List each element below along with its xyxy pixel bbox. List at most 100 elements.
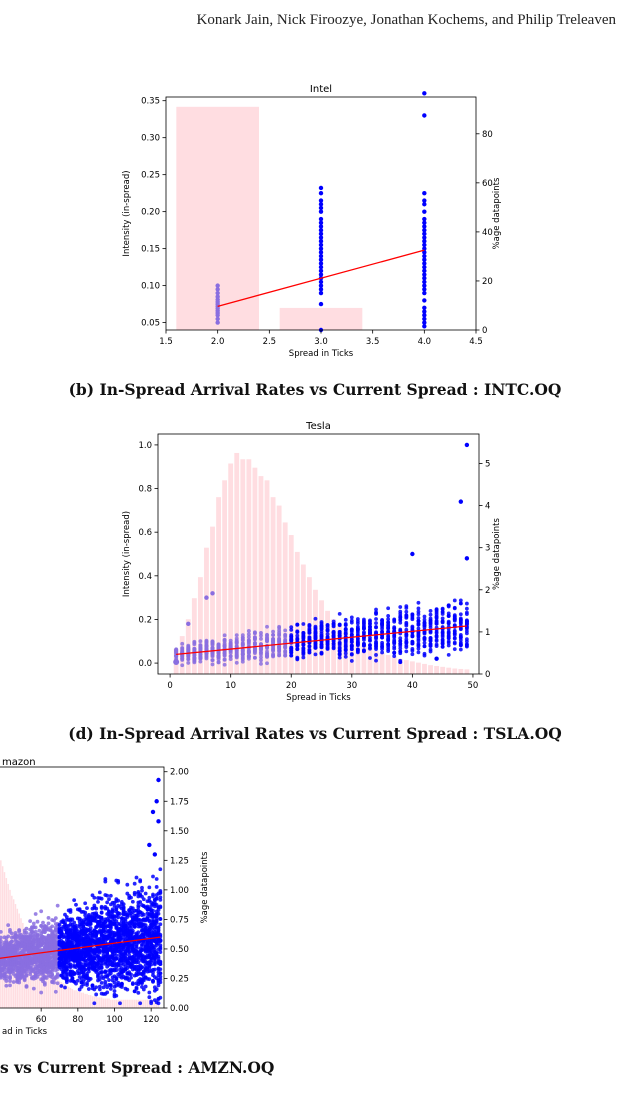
tesla-point	[180, 663, 185, 668]
tesla-point	[422, 651, 427, 656]
amazon-point	[31, 921, 36, 926]
tesla-ytick-label: 0.2	[138, 615, 152, 625]
amazon-point	[39, 909, 44, 914]
amazon-point	[8, 927, 12, 932]
tesla-point	[458, 632, 463, 637]
tesla-point	[259, 633, 263, 638]
amazon-bar-96	[106, 998, 108, 1008]
tesla-point	[319, 650, 324, 655]
tesla-point	[228, 650, 233, 655]
amazon-point	[158, 897, 163, 902]
amazon-point	[154, 897, 159, 901]
amazon-bar-40	[3, 872, 6, 1008]
amazon-bar-102	[117, 999, 119, 1008]
amazon-point	[8, 983, 12, 988]
tesla-point	[452, 635, 457, 640]
intel-point-57	[422, 264, 427, 270]
tesla-point	[380, 647, 384, 651]
tesla-bar-31	[355, 640, 361, 674]
tesla-point	[234, 653, 239, 658]
intel-point-49	[422, 298, 427, 303]
tesla-point	[464, 619, 469, 624]
intel-xtick-label: 4.5	[469, 337, 483, 347]
tesla-point	[422, 630, 427, 635]
tesla-point	[368, 643, 372, 648]
tesla-point	[416, 616, 421, 620]
tesla-point	[404, 640, 409, 645]
amazon-point	[138, 879, 143, 884]
tesla-point	[386, 606, 391, 611]
tesla-point	[331, 641, 336, 646]
tesla-point	[404, 643, 409, 648]
amazon-point	[136, 990, 141, 995]
amazon-point	[108, 893, 113, 898]
amazon-y2tick-label: 0.25	[170, 974, 189, 984]
tesla-point	[307, 648, 312, 653]
tesla-point	[452, 614, 457, 619]
amazon-point	[140, 965, 144, 970]
tesla-point	[416, 626, 421, 631]
amazon-point	[103, 877, 108, 881]
tesla-point	[374, 636, 378, 641]
amazon-point	[8, 979, 12, 983]
amazon-point	[70, 941, 75, 945]
amazon-bar-100	[113, 999, 116, 1008]
tesla-point	[253, 630, 257, 635]
tesla-point	[289, 653, 294, 658]
amazon-xtick-label: 100	[106, 1015, 122, 1025]
tesla-point	[331, 633, 336, 638]
amazon-point	[55, 974, 60, 979]
amazon-bar-83	[82, 992, 85, 1008]
amazon-point	[112, 989, 117, 993]
amazon-point	[125, 987, 130, 992]
tesla-point	[325, 646, 330, 651]
intel-ytick-label: 0.15	[141, 245, 160, 255]
tesla-point	[464, 629, 469, 634]
tesla-point	[216, 660, 221, 665]
intel-point-17	[318, 287, 324, 292]
tesla-outlier-0	[186, 621, 191, 627]
amazon-point	[158, 959, 163, 964]
amazon-bar-74	[66, 985, 68, 1008]
amazon-point	[11, 980, 16, 984]
tesla-point	[271, 629, 275, 634]
amazon-point	[105, 990, 110, 995]
tesla-point	[234, 649, 239, 654]
amazon-bar-113	[137, 999, 140, 1008]
tesla-point	[458, 612, 463, 617]
amazon-point	[130, 930, 135, 935]
tesla-point	[386, 614, 391, 618]
amazon-outlier-4	[147, 842, 152, 848]
intel-point-54	[422, 276, 427, 281]
amazon-point	[154, 916, 159, 921]
tesla-bar-45	[440, 666, 446, 674]
tesla-point	[416, 633, 421, 637]
tesla-point	[265, 637, 269, 642]
amazon-point	[158, 971, 163, 976]
tesla-point	[210, 645, 215, 650]
intel-point-44	[422, 320, 427, 325]
tesla-point	[246, 635, 251, 639]
amazon-point	[116, 915, 121, 920]
amazon-point	[130, 981, 135, 986]
amazon-point	[83, 913, 88, 918]
amazon-point	[70, 976, 75, 981]
amazon-point	[154, 951, 159, 956]
tesla-point	[374, 658, 378, 663]
amazon-point	[116, 980, 121, 985]
amazon-point	[74, 925, 78, 930]
amazon-point	[156, 911, 161, 916]
amazon-point	[129, 975, 133, 980]
tesla-point	[343, 627, 348, 631]
amazon-bar-57	[34, 953, 37, 1008]
tesla-point	[368, 656, 372, 660]
amazon-bar-90	[95, 996, 97, 1008]
intel-point-30	[318, 239, 324, 244]
amazon-point	[44, 924, 49, 929]
tesla-outlier-5	[458, 499, 464, 504]
intel-point-32	[318, 231, 324, 237]
amazon-xtick-label: 120	[143, 1015, 159, 1025]
tesla-point	[277, 636, 282, 641]
tesla-point	[422, 617, 427, 622]
intel-point-22	[318, 268, 324, 274]
